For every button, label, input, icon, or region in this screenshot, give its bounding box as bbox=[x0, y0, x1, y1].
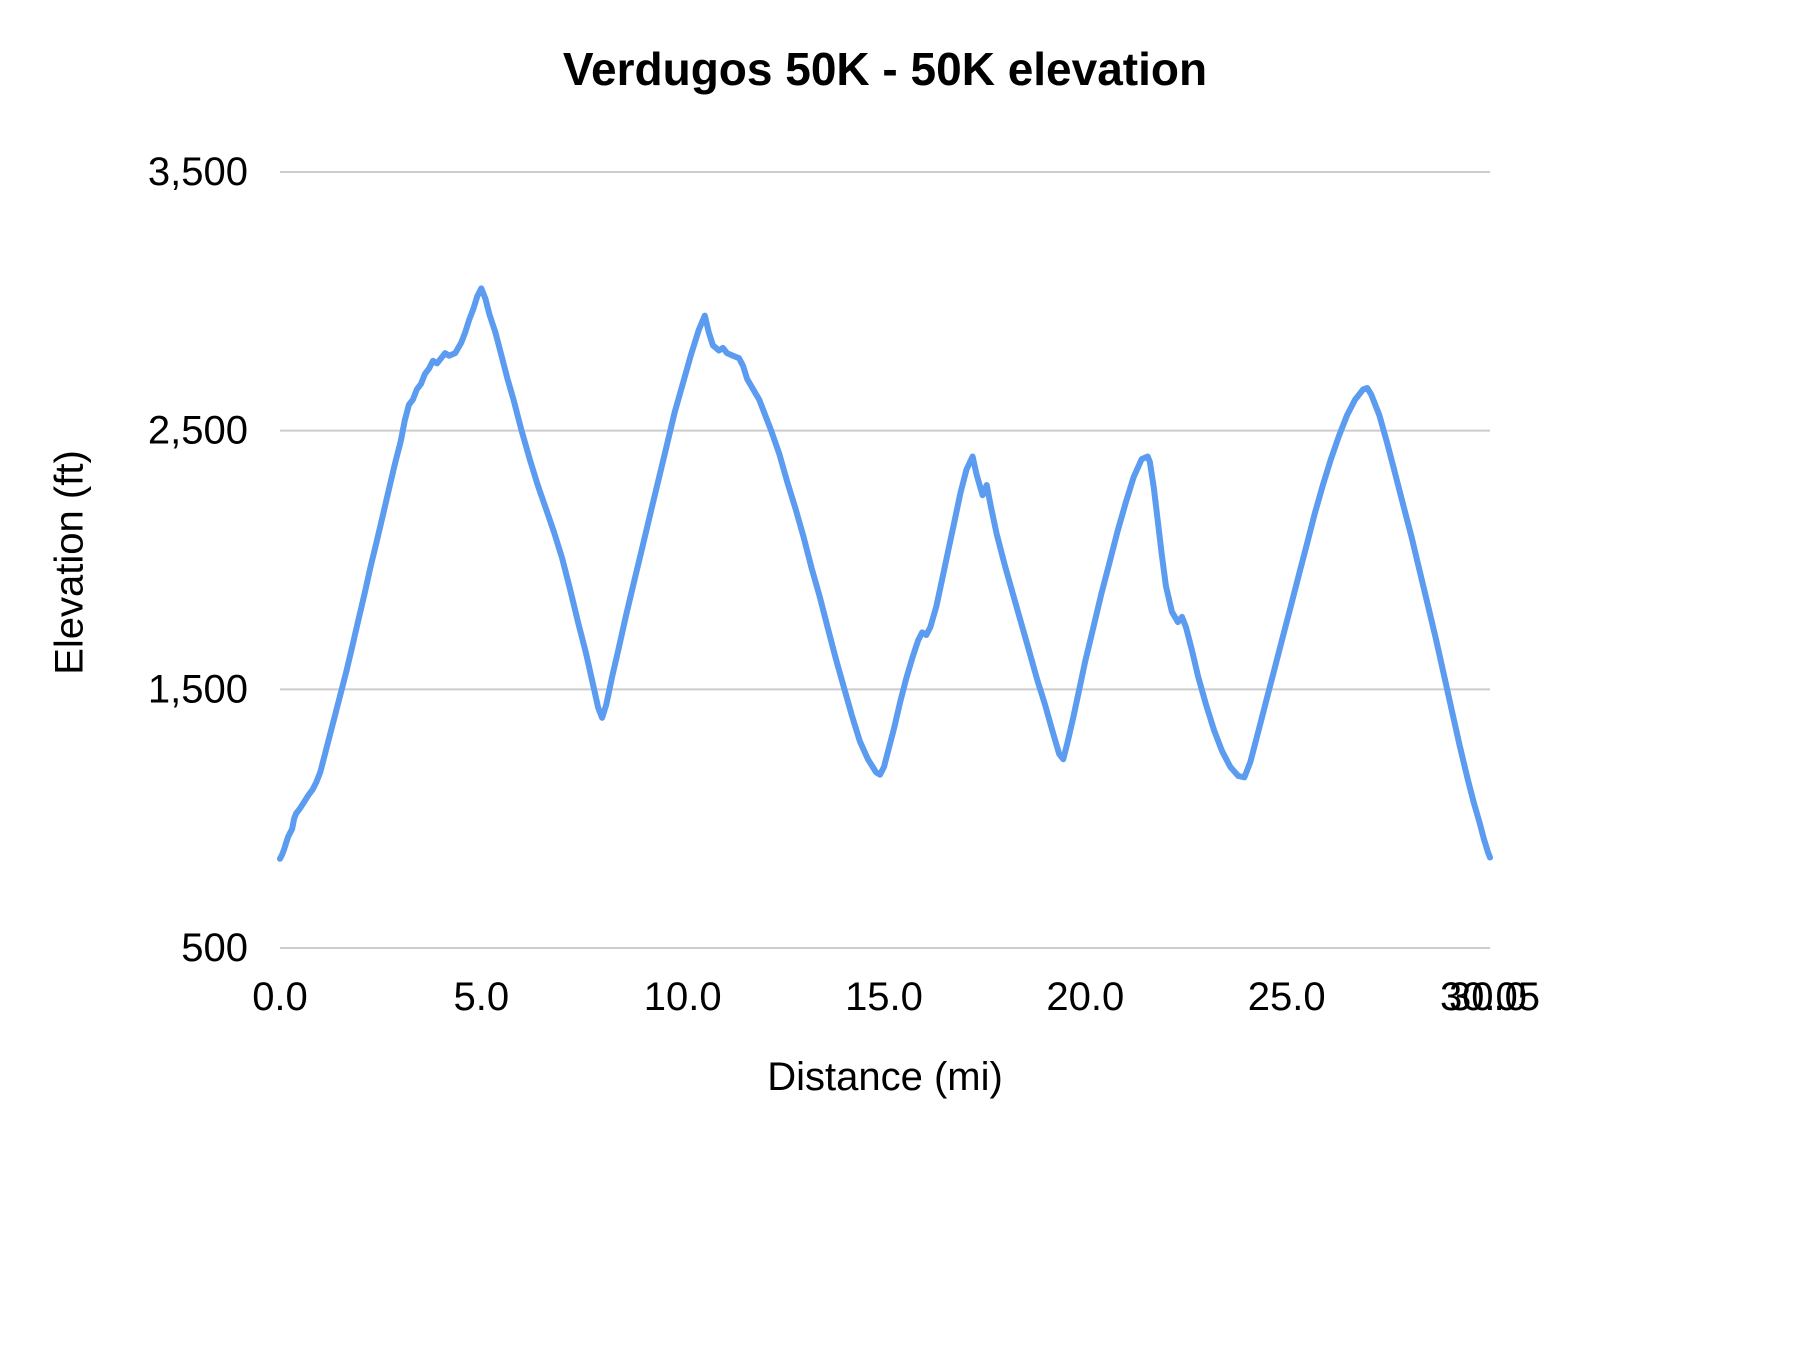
x-tick-label: 15.0 bbox=[845, 975, 923, 1019]
chart-title: Verdugos 50K - 50K elevation bbox=[562, 43, 1208, 95]
x-tick-label: 20.0 bbox=[1046, 975, 1124, 1019]
y-axis-title: Elevation (ft) bbox=[47, 450, 92, 675]
y-tick-label: 2,500 bbox=[148, 409, 248, 453]
x-tick-label: 0.0 bbox=[252, 975, 308, 1019]
y-tick-label: 3,500 bbox=[148, 150, 248, 194]
x-tick-label: 5.0 bbox=[454, 975, 510, 1019]
x-tick-label: 25.0 bbox=[1248, 975, 1326, 1019]
x-tick-label: 10.0 bbox=[644, 975, 722, 1019]
y-tick-label: 500 bbox=[181, 926, 248, 970]
elevation-series-line bbox=[277, 285, 1493, 862]
x-tick-label: 30.05 bbox=[1440, 975, 1540, 1019]
x-tick-label: 30.0 bbox=[1449, 975, 1527, 1019]
y-tick-label: 1,500 bbox=[148, 667, 248, 711]
x-axis-title: Distance (mi) bbox=[767, 1055, 1003, 1099]
